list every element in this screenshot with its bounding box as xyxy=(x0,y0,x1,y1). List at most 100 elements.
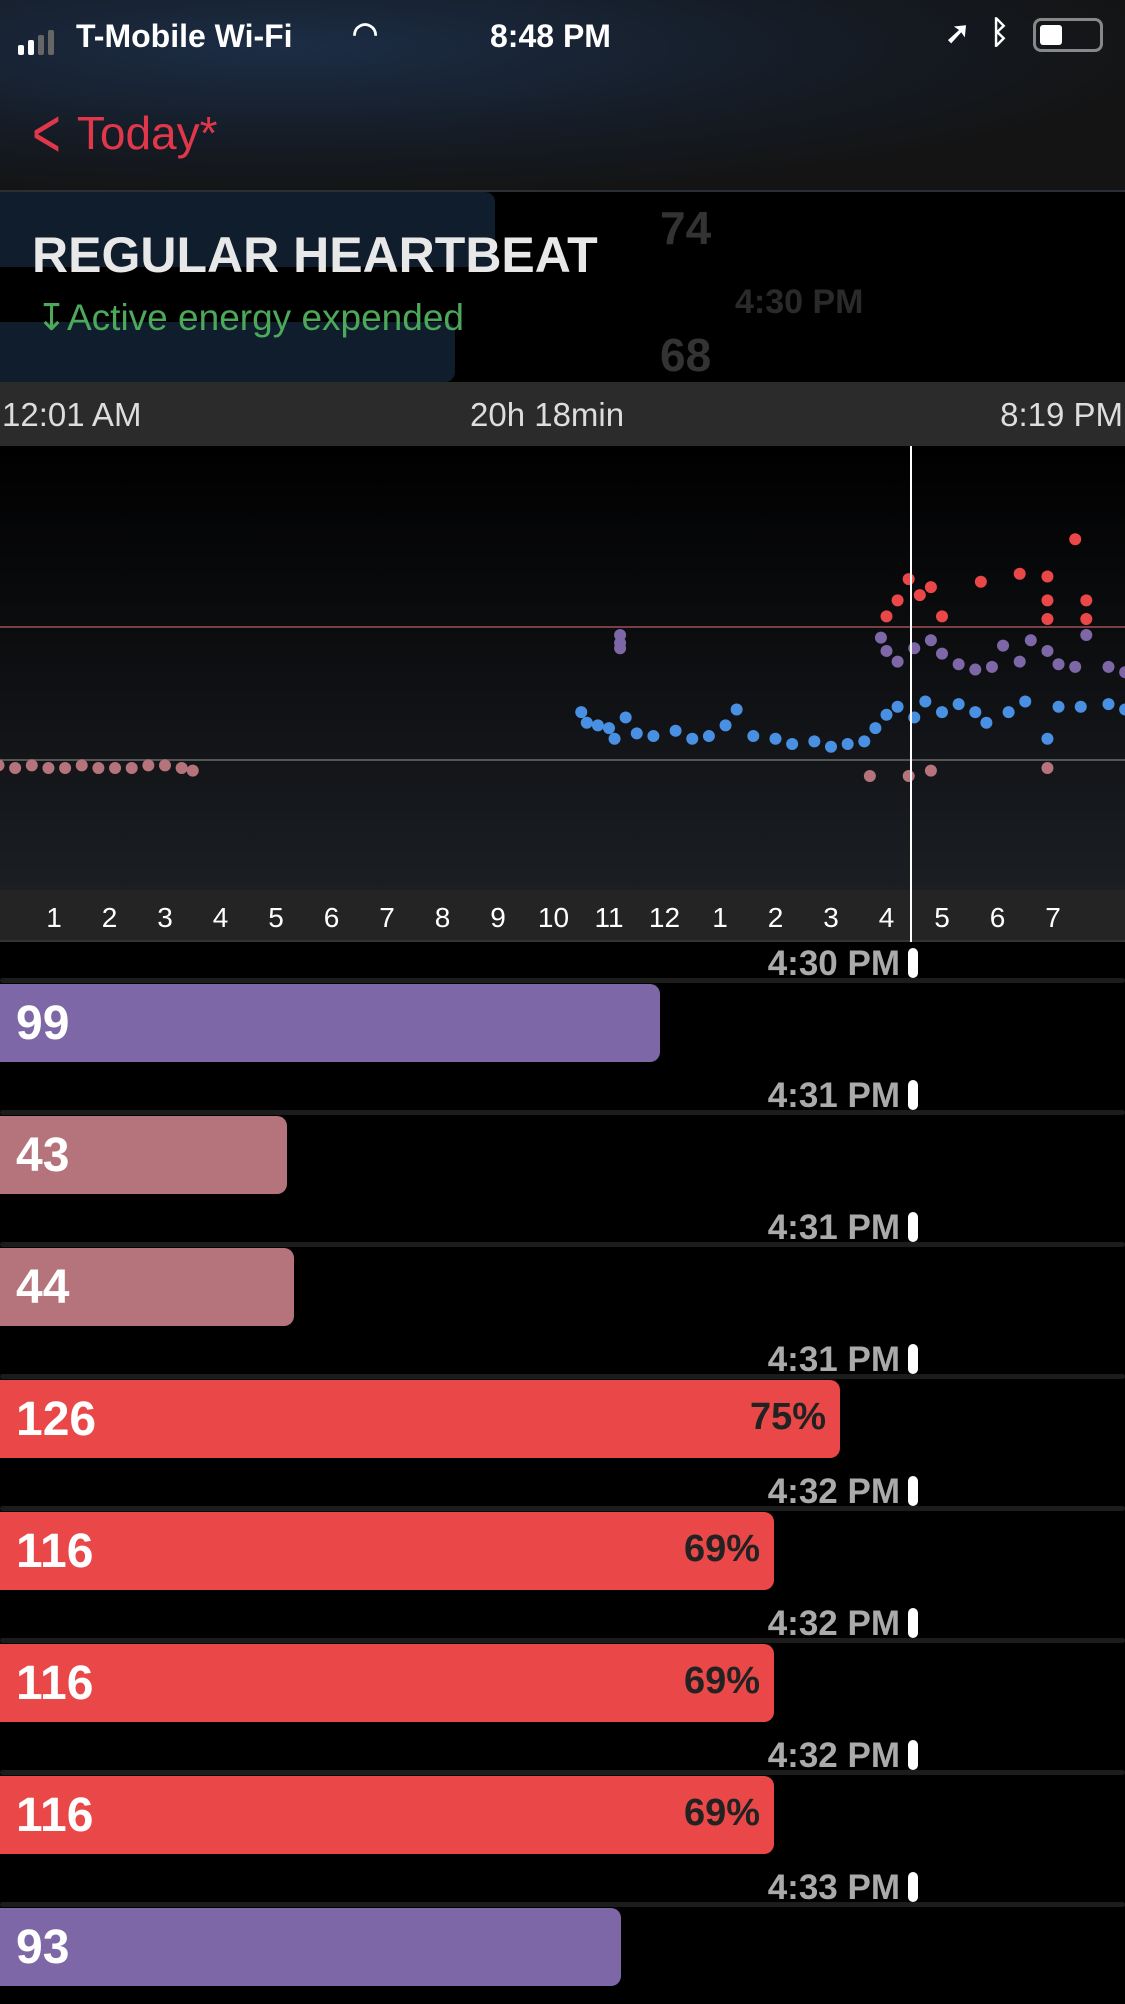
data-point-low xyxy=(1074,700,1087,713)
list-item[interactable]: 4:31 PM 44 xyxy=(0,1208,1125,1344)
range-start: 12:01 AM xyxy=(2,396,142,433)
divider xyxy=(0,1374,1125,1379)
data-point-resting xyxy=(9,761,22,774)
data-point-low xyxy=(591,719,604,732)
x-tick-label: 11 xyxy=(594,902,624,933)
heart-rate-bar: 116 69% xyxy=(0,1776,774,1854)
scroll-marker-icon xyxy=(908,1476,918,1506)
x-tick-label: 5 xyxy=(934,902,950,933)
list-item[interactable]: 4:32 PM 116 69% xyxy=(0,1736,1125,1872)
heart-rate-bar: 116 69% xyxy=(0,1512,774,1590)
data-point-high xyxy=(891,594,904,607)
bpm-value: 43 xyxy=(16,1129,70,1182)
data-point-low xyxy=(1052,700,1065,713)
entry-time: 4:32 PM xyxy=(767,1736,900,1775)
data-point-resting xyxy=(159,759,171,772)
data-point-resting xyxy=(109,761,122,774)
data-point-low xyxy=(575,706,588,719)
heart-rate-chart[interactable] xyxy=(0,446,1125,890)
data-point-resting xyxy=(75,759,88,772)
list-item[interactable]: 4:31 PM 126 75% xyxy=(0,1340,1125,1476)
data-point-low xyxy=(841,738,854,751)
data-point-high xyxy=(1041,613,1054,626)
entry-time: 4:33 PM xyxy=(767,1868,900,1907)
back-button[interactable]: < Today* xyxy=(26,94,218,172)
x-tick-label: 3 xyxy=(157,902,173,933)
list-item[interactable]: 4:31 PM 43 xyxy=(0,1076,1125,1212)
data-point-resting xyxy=(902,769,915,782)
background-row-68 xyxy=(0,322,455,382)
list-item[interactable]: 4:32 PM 116 69% xyxy=(0,1604,1125,1740)
back-label: Today* xyxy=(76,107,218,159)
data-point-moderate xyxy=(1013,655,1026,668)
x-tick-label: 2 xyxy=(101,902,118,933)
data-point-moderate xyxy=(985,660,998,673)
data-point-resting xyxy=(863,769,876,782)
entry-time: 4:32 PM xyxy=(767,1604,900,1643)
data-point-low xyxy=(603,722,615,735)
x-tick-label: 10 xyxy=(537,902,570,933)
list-item[interactable]: 4:33 PM 93 xyxy=(0,1868,1125,2004)
data-point-low xyxy=(719,719,732,732)
divider xyxy=(0,1242,1125,1247)
data-point-low xyxy=(730,703,743,716)
divider xyxy=(0,1902,1125,1907)
heart-rate-bar: 126 75% xyxy=(0,1380,840,1458)
entry-time: 4:30 PM xyxy=(767,944,900,983)
data-point-low xyxy=(686,732,699,745)
nav-header: T-Mobile Wi-Fi ◠ 8:48 PM ➚ ᛒ < Today* xyxy=(0,0,1125,192)
data-point-resting xyxy=(1041,761,1054,774)
heart-rate-bar: 99 xyxy=(0,984,660,1062)
cursor-line[interactable] xyxy=(910,446,913,942)
sort-subtitle[interactable]: ↧Active energy expended xyxy=(36,297,464,338)
x-tick-label: 5 xyxy=(268,902,284,933)
data-point-low xyxy=(769,732,782,745)
data-point-low xyxy=(969,706,982,719)
data-point-low xyxy=(786,738,799,751)
data-point-low xyxy=(952,698,965,711)
scroll-marker-icon xyxy=(908,1212,918,1242)
battery-icon xyxy=(1033,18,1103,52)
heart-rate-bar: 44 xyxy=(0,1248,294,1326)
data-point-low xyxy=(1119,703,1125,716)
scroll-marker-icon xyxy=(908,1872,918,1902)
list-item[interactable]: 4:32 PM 116 69% xyxy=(0,1472,1125,1608)
heart-rate-bar: 116 69% xyxy=(0,1644,774,1722)
data-point-moderate xyxy=(1024,634,1037,647)
data-point-resting xyxy=(175,761,188,774)
range-duration: 20h 18min xyxy=(470,396,625,433)
entry-time: 4:32 PM xyxy=(767,1472,900,1511)
data-point-low xyxy=(608,732,621,745)
data-point-low xyxy=(747,730,760,743)
data-point-low xyxy=(891,700,904,713)
data-point-moderate xyxy=(952,658,965,671)
scroll-marker-icon xyxy=(908,948,918,978)
list-item[interactable]: 4:30 PM 99 xyxy=(0,944,1125,1080)
data-point-resting xyxy=(125,761,138,774)
range-end: 8:19 PM xyxy=(1000,396,1123,433)
data-point-moderate xyxy=(1052,658,1065,671)
divider xyxy=(0,1110,1125,1115)
status-bar: T-Mobile Wi-Fi ◠ 8:48 PM ➚ ᛒ xyxy=(0,14,1125,64)
scroll-marker-icon xyxy=(908,1344,918,1374)
percent-max: 75% xyxy=(749,1396,826,1438)
data-point-high xyxy=(936,610,948,623)
x-tick-label: 8 xyxy=(434,902,451,933)
divider xyxy=(0,978,1125,983)
data-point-high xyxy=(924,581,937,594)
data-point-low xyxy=(1002,706,1015,719)
x-tick-label: 1 xyxy=(46,902,62,933)
x-tick-label: 6 xyxy=(989,902,1006,933)
x-tick-label: 6 xyxy=(323,902,340,933)
data-point-low xyxy=(825,740,837,753)
data-point-high xyxy=(913,589,926,602)
bpm-value: 116 xyxy=(16,1525,94,1578)
background-value: 68 xyxy=(660,329,712,381)
chevron-left-icon: < xyxy=(32,94,61,172)
data-point-low xyxy=(880,708,893,721)
data-point-moderate xyxy=(880,644,893,657)
data-point-moderate xyxy=(1041,644,1054,657)
page-title: REGULAR HEARTBEAT xyxy=(32,227,598,283)
scroll-marker-icon xyxy=(908,1608,918,1638)
bpm-value: 44 xyxy=(16,1261,70,1314)
